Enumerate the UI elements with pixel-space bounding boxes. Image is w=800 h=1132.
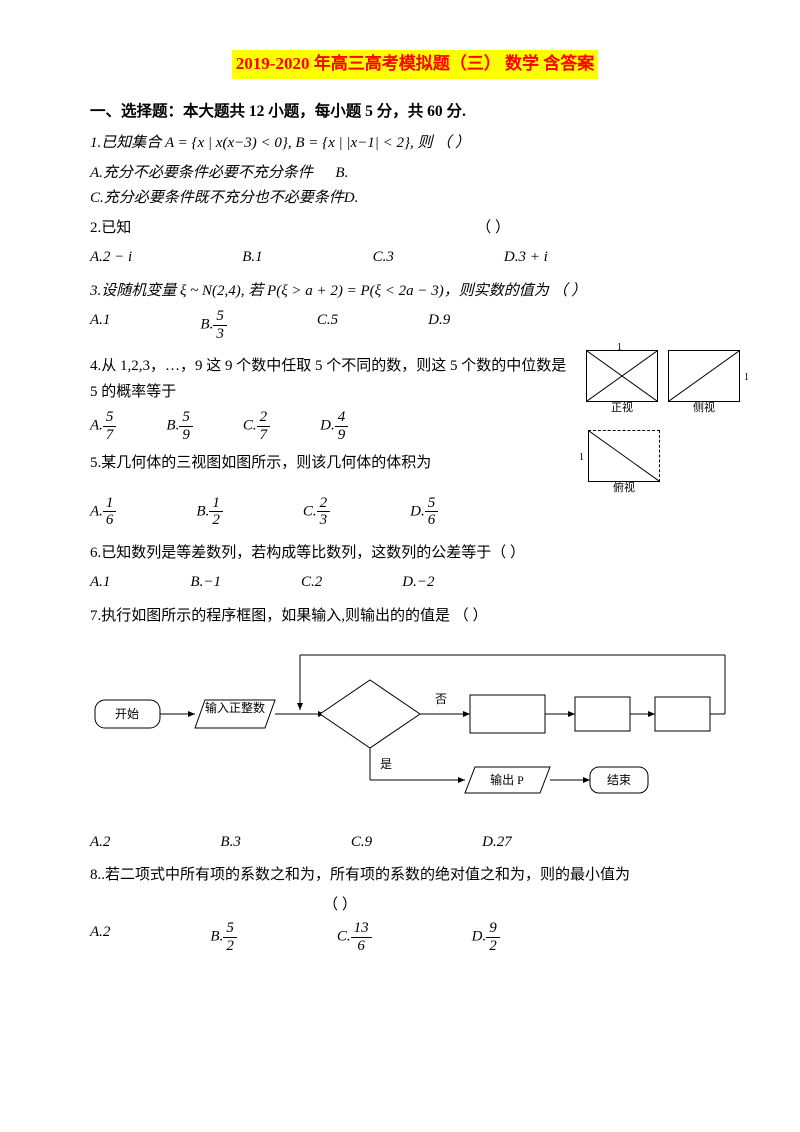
top-dim: 1 [579,449,584,466]
q6-D: D.−2 [402,570,434,596]
q5-C: C.23 [303,495,330,529]
q8-C: C.136 [337,920,372,954]
side-view: 1 侧视 [668,350,740,402]
q5-D: D.56 [410,495,438,529]
front-dim: 1 [617,339,622,356]
flowchart: 开始 输入正整数 否 是 输出 P [90,645,740,820]
flow-end: 结束 [607,773,631,787]
flow-input: 输入正整数 [205,700,265,715]
q1-optA: A.充分不必要条件必要不充分条件 [90,165,313,181]
q1-stem: 1.已知集合 A = {x | x(x−3) < 0}, B = {x | |x… [90,135,470,151]
q6-stem: 6.已知数列是等差数列，若构成等比数列，这数列的公差等于（ ） [90,541,740,567]
q2-opts: A.2 − i B.1 C.3 D.3 + i [90,245,740,271]
top-label: 俯视 [589,479,659,498]
q4-A: A.57 [90,409,116,443]
q8-stem: 8..若二项式中所有项的系数之和为，所有项的系数的绝对值之和为，则的最小值为 [90,863,740,889]
q3-D: D.9 [428,308,450,342]
q3-B: B.53 [200,308,226,342]
q7-stem: 7.执行如图所示的程序框图，如果输入,则输出的的值是 （ ） [90,604,740,630]
q3-opts: A.1 B.53 C.5 D.9 [90,308,740,342]
q6-A: A.1 [90,570,110,596]
q4-stem: 4.从 1,2,3，…，9 这 9 个数中任取 5 个不同的数，则这 5 个数的… [90,354,576,405]
q8-opts: A.2 B.52 C.136 D.92 [90,920,740,954]
q2-C: C.3 [373,245,394,271]
q8-D: D.92 [472,920,500,954]
q1-optB: B. [335,165,348,181]
q5-stem: 5.某几何体的三视图如图所示，则该几何体的体积为 [90,451,576,477]
q4-B: B.59 [166,409,192,443]
q2-blank: （ ） [476,216,510,242]
q7-A: A.2 [90,830,110,856]
flow-yes: 是 [380,757,392,771]
flow-output: 输出 P [490,772,524,787]
q8-A: A.2 [90,920,110,954]
q4-opts: A.57 B.59 C.27 D.49 [90,409,576,443]
q2-B: B.1 [242,245,262,271]
q4-C: C.27 [243,409,270,443]
q5-B: B.12 [196,495,222,529]
q7-C: C.9 [351,830,372,856]
q2-A: A.2 − i [90,245,132,271]
q5-A: A.16 [90,495,116,529]
q4-D: D.49 [320,409,348,443]
side-dim: 1 [744,369,749,386]
q2-stem: 2.已知 [90,216,131,242]
q8-blank: （ ） [323,897,357,913]
q2-D: D.3 + i [504,245,548,271]
q5-opts: A.16 B.12 C.23 D.56 [90,495,576,529]
q1-optC: C.充分必要条件既不充分也不必要条件D. [90,190,358,206]
q8-B: B.52 [210,920,236,954]
q7-D: D.27 [482,830,512,856]
q3-A: A.1 [90,308,110,342]
three-views: 1 正视 1 侧视 1 俯视 [586,350,740,482]
q6-B: B.−1 [190,570,221,596]
question-1: 1.已知集合 A = {x | x(x−3) < 0}, B = {x | |x… [90,131,740,157]
flow-no: 否 [435,692,447,706]
section-heading: 一、选择题：本大题共 12 小题，每小题 5 分，共 60 分. [90,99,740,125]
flow-start: 开始 [115,707,139,721]
page-title: 2019-2020 年高三高考模拟题（三） 数学 含答案 [232,50,598,79]
front-view: 1 正视 [586,350,658,402]
q6-opts: A.1 B.−1 C.2 D.−2 [90,570,740,596]
q7-opts: A.2 B.3 C.9 D.27 [90,830,740,856]
top-view: 1 俯视 [588,430,660,482]
q1-opts: A.充分不必要条件必要不充分条件 B. C.充分必要条件既不充分也不必要条件D. [90,161,740,212]
q3-C: C.5 [317,308,338,342]
side-label: 侧视 [669,399,739,418]
q6-C: C.2 [301,570,322,596]
q3-stem: 3.设随机变量 ξ ~ N(2,4), 若 P(ξ > a + 2) = P(ξ… [90,283,586,299]
q7-B: B.3 [220,830,240,856]
front-label: 正视 [587,399,657,418]
